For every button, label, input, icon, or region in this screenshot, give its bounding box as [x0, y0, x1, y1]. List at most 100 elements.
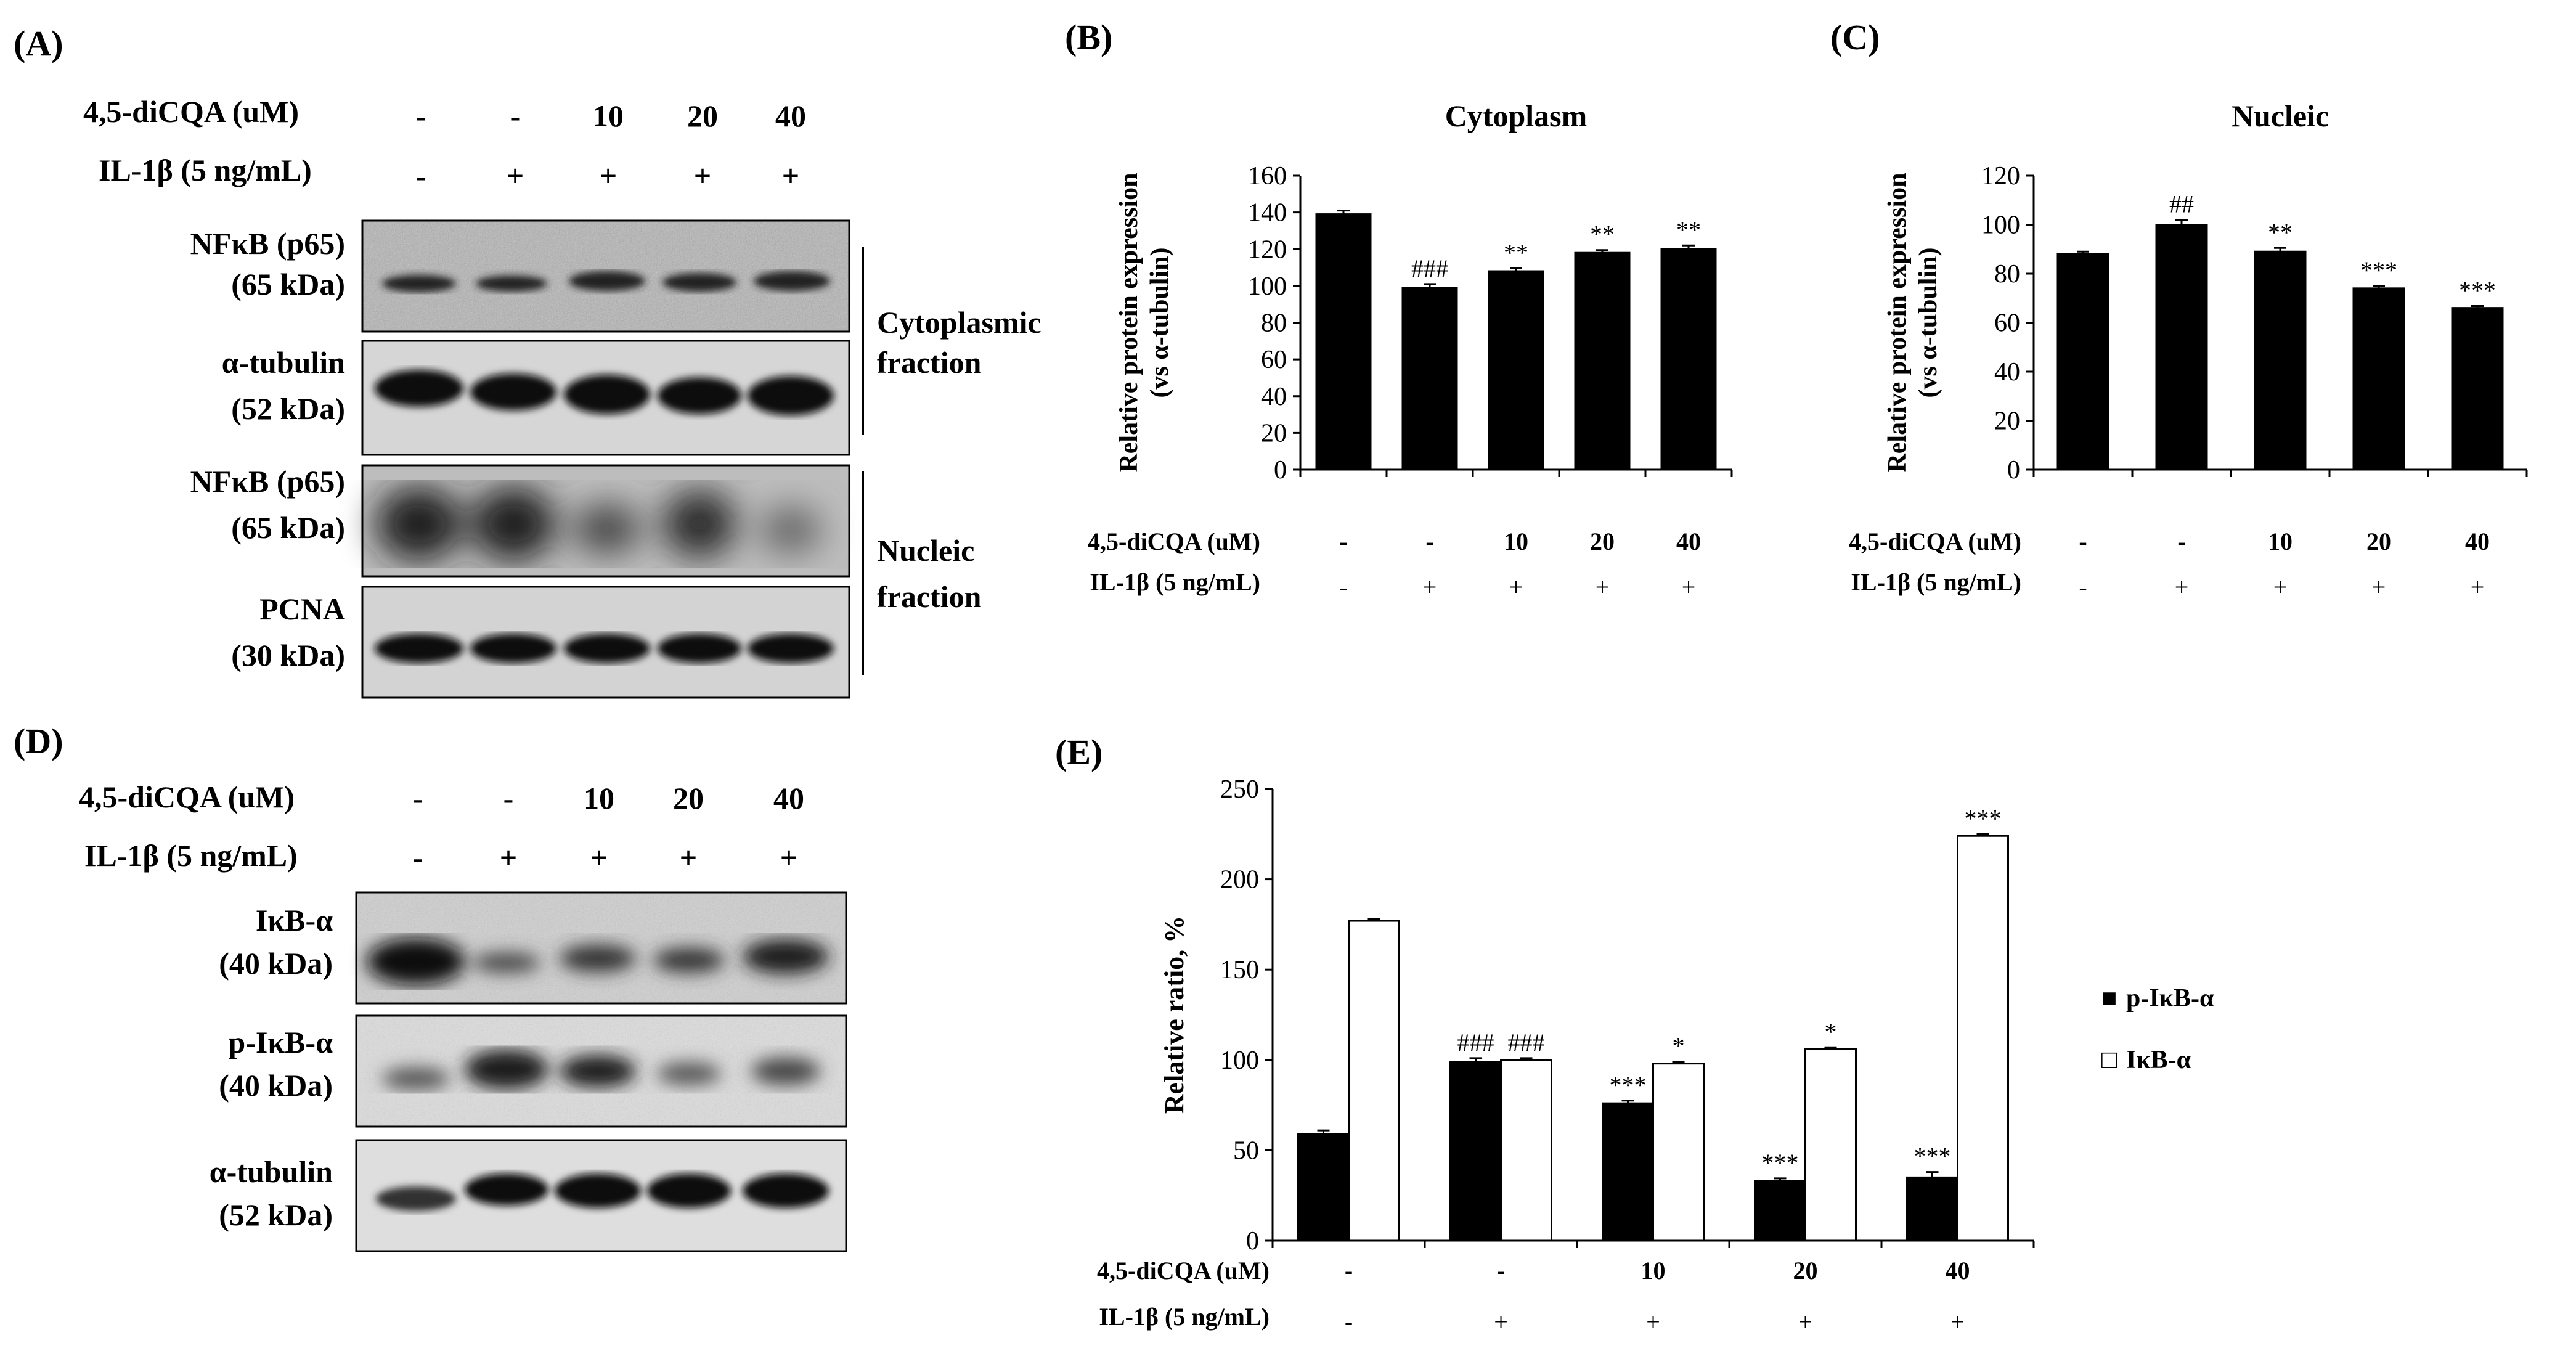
c-sig-s0-3: *** — [2360, 256, 2397, 284]
panel-d-il-1: - — [413, 840, 423, 875]
blot-a2-image — [361, 340, 850, 456]
b-ytick-label-6: 120 — [1248, 235, 1287, 264]
e-bar-s1-0 — [1348, 920, 1400, 1242]
c-cond-il-1: + — [2175, 573, 2189, 601]
panel-d-il-2: + — [500, 840, 518, 875]
b-cond-dose-4: 40 — [1676, 528, 1701, 555]
blot-a1-name: NFκB (p65) — [190, 226, 345, 261]
b-cond-il-0: - — [1339, 573, 1347, 601]
c-cond-il-0: - — [2079, 573, 2087, 601]
panel-d-dose-4: 20 — [673, 781, 704, 815]
b-cond-il-1: + — [1423, 573, 1437, 601]
panel-d: (D) 4,5-diCQA (uM) IL-1β (5 ng/mL) - - 1… — [14, 721, 847, 1252]
c-ytick-label-1: 20 — [1994, 407, 2020, 436]
e-bar-s1-1 — [1500, 1059, 1552, 1242]
b-ylabel-line1: Relative protein expression — [1115, 173, 1143, 472]
c-ytick-label-4: 80 — [1994, 260, 2020, 288]
e-sig-s1-4: *** — [1965, 804, 2002, 832]
b-sig-s0-1: ### — [1411, 255, 1448, 282]
e-bar-s1-2 — [1652, 1063, 1705, 1242]
chart-c: 0 20 40 60 80 100 120 Nucleic Relative protein e… — [1849, 99, 2528, 601]
b-bar-s0-2 — [1488, 270, 1544, 471]
e-bar-s0-3 — [1754, 1180, 1806, 1242]
panel-a: (A) 4,5-diCQA (uM) IL-1β (5 ng/mL) - - 1… — [14, 23, 1041, 699]
panel-d-dose-5: 40 — [773, 781, 804, 815]
c-title: Nucleic — [2232, 99, 2329, 133]
e-cond-dose-2: 10 — [1641, 1257, 1666, 1284]
b-bar-s0-3 — [1574, 251, 1631, 471]
e-bar-s0-0 — [1297, 1133, 1350, 1242]
e-cond-il-label: IL-1β (5 ng/mL) — [1099, 1303, 1270, 1331]
blot-d2-image — [355, 1014, 847, 1128]
e-bar-s0-4 — [1906, 1176, 1958, 1242]
panel-a-dose-1: - — [416, 99, 426, 133]
e-ytick-label-5: 250 — [1220, 775, 1259, 804]
b-ytick-label-1: 20 — [1261, 419, 1287, 447]
b-ytick-label-0: 0 — [1274, 456, 1287, 484]
e-bar-s0-2 — [1602, 1102, 1654, 1242]
e-cond-dose-label: 4,5-diCQA (uM) — [1097, 1257, 1270, 1284]
blot-a1-image — [361, 219, 850, 333]
e-cond-il-1: + — [1494, 1308, 1508, 1336]
e-sig-s1-3: * — [1825, 1018, 1837, 1045]
e-legend-label-0: p-IκB-α — [2126, 984, 2214, 1013]
b-bar-s0-1 — [1401, 287, 1458, 471]
c-ylabel-line2: (vs α-tubulin) — [1914, 247, 1942, 398]
e-ytick-label-4: 200 — [1220, 866, 1259, 894]
blot-d3-name: α-tubulin — [210, 1154, 333, 1189]
panel-d-dose-label: 4,5-diCQA (uM) — [79, 780, 295, 814]
c-cond-il-3: + — [2372, 573, 2386, 601]
blot-a2-name: α-tubulin — [222, 345, 345, 380]
e-cond-dose-1: - — [1497, 1257, 1505, 1284]
c-ytick-label-0: 0 — [2007, 456, 2020, 484]
e-cond-il-2: + — [1646, 1308, 1660, 1336]
b-cond-dose-0: - — [1339, 528, 1347, 555]
b-ytick-label-5: 100 — [1248, 272, 1287, 301]
c-ytick-label-3: 60 — [1994, 309, 2020, 338]
e-cond-dose-4: 40 — [1946, 1257, 1970, 1284]
e-cond-il-0: - — [1345, 1308, 1353, 1336]
blot-d1-kda: (40 kDa) — [219, 946, 333, 981]
c-cond-il-4: + — [2471, 573, 2485, 601]
panel-a-dose-5: 40 — [775, 99, 806, 133]
panel-c-letter: (C) — [1830, 17, 1880, 57]
panel-a-il-4: + — [694, 158, 712, 193]
e-sig-s0-4: *** — [1914, 1143, 1951, 1170]
b-sig-s0-3: ** — [1590, 221, 1615, 248]
blot-d1-image — [355, 891, 847, 1005]
panel-a-il-5: + — [782, 158, 800, 193]
e-ytick-label-0: 0 — [1246, 1227, 1259, 1255]
panel-d-il-3: + — [590, 840, 608, 875]
blot-d1-name: IκB-α — [256, 903, 333, 937]
b-cond-dose-2: 10 — [1504, 528, 1528, 555]
chart-b: 0 20 40 60 80 100 120 140 160 Cytoplasm Relative p… — [1088, 99, 1733, 601]
e-cond-dose-0: - — [1345, 1257, 1353, 1284]
b-ytick-label-7: 140 — [1248, 199, 1287, 227]
panel-a-dose-4: 20 — [687, 99, 718, 133]
e-sig-s0-3: *** — [1762, 1149, 1799, 1177]
b-ytick-label-2: 40 — [1261, 383, 1287, 411]
b-sig-s0-2: ** — [1504, 239, 1528, 267]
c-ytick-label-5: 100 — [1981, 211, 2020, 240]
blot-a4-image — [361, 586, 850, 699]
panel-a-il-2: + — [507, 158, 524, 193]
blot-a4-name: PCNA — [259, 592, 345, 626]
panel-a-letter: (A) — [14, 23, 63, 63]
c-ytick-label-2: 40 — [1994, 358, 2020, 386]
e-ylabel: Relative ratio, % — [1159, 916, 1189, 1114]
panel-a-dose-3: 10 — [593, 99, 624, 133]
e-sig-s0-2: *** — [1610, 1071, 1647, 1099]
panel-d-il-5: + — [780, 840, 798, 875]
b-cond-il-3: + — [1596, 573, 1610, 601]
e-legend-marker-0: ■ — [2101, 984, 2117, 1013]
e-sig-s1-2: * — [1673, 1032, 1685, 1060]
blot-a4-kda: (30 kDa) — [231, 638, 345, 672]
panel-a-dose-label: 4,5-diCQA (uM) — [83, 94, 299, 129]
panel-d-il-4: + — [680, 840, 698, 875]
panel-e-letter: (E) — [1055, 732, 1103, 772]
b-title: Cytoplasm — [1445, 99, 1588, 133]
c-cond-dose-label: 4,5-diCQA (uM) — [1849, 528, 2021, 555]
b-ytick-label-3: 60 — [1261, 346, 1287, 374]
panel-d-letter: (D) — [14, 721, 63, 761]
